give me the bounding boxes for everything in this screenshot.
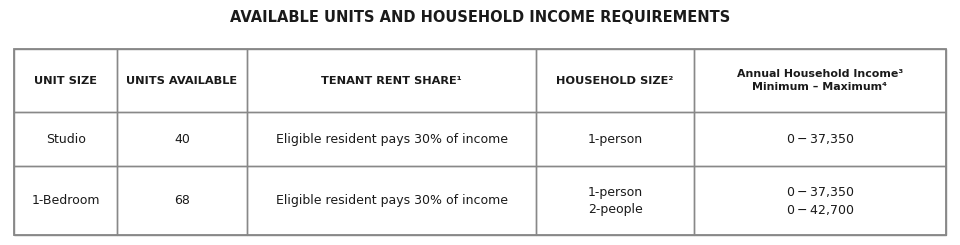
Text: AVAILABLE UNITS AND HOUSEHOLD INCOME REQUIREMENTS: AVAILABLE UNITS AND HOUSEHOLD INCOME REQ… — [229, 10, 731, 25]
Bar — [117, 112, 248, 166]
Text: UNIT SIZE: UNIT SIZE — [35, 76, 97, 86]
Bar — [248, 49, 536, 112]
Bar — [14, 166, 117, 235]
Text: 1-Bedroom: 1-Bedroom — [32, 194, 100, 207]
Bar — [248, 112, 536, 166]
Text: 1-person
2-people: 1-person 2-people — [588, 186, 642, 216]
Bar — [694, 49, 946, 112]
Text: $0 - $37,350
$0 - $42,700: $0 - $37,350 $0 - $42,700 — [786, 184, 854, 217]
Bar — [536, 112, 694, 166]
Text: 68: 68 — [174, 194, 190, 207]
Text: TENANT RENT SHARE¹: TENANT RENT SHARE¹ — [322, 76, 462, 86]
Bar — [117, 49, 248, 112]
Text: HOUSEHOLD SIZE²: HOUSEHOLD SIZE² — [557, 76, 674, 86]
Bar — [694, 166, 946, 235]
Bar — [117, 166, 248, 235]
Text: Annual Household Income³
Minimum – Maximum⁴: Annual Household Income³ Minimum – Maxim… — [736, 69, 903, 92]
Bar — [14, 49, 946, 235]
Bar — [248, 166, 536, 235]
Text: 40: 40 — [174, 133, 190, 146]
Bar — [694, 112, 946, 166]
Text: $0 - $37,350: $0 - $37,350 — [786, 132, 854, 146]
Text: Eligible resident pays 30% of income: Eligible resident pays 30% of income — [276, 133, 508, 146]
Bar — [14, 49, 117, 112]
Text: Eligible resident pays 30% of income: Eligible resident pays 30% of income — [276, 194, 508, 207]
Text: UNITS AVAILABLE: UNITS AVAILABLE — [127, 76, 237, 86]
Bar — [14, 112, 117, 166]
Bar — [536, 166, 694, 235]
Bar — [536, 49, 694, 112]
Text: Studio: Studio — [46, 133, 85, 146]
Text: 1-person: 1-person — [588, 133, 642, 146]
